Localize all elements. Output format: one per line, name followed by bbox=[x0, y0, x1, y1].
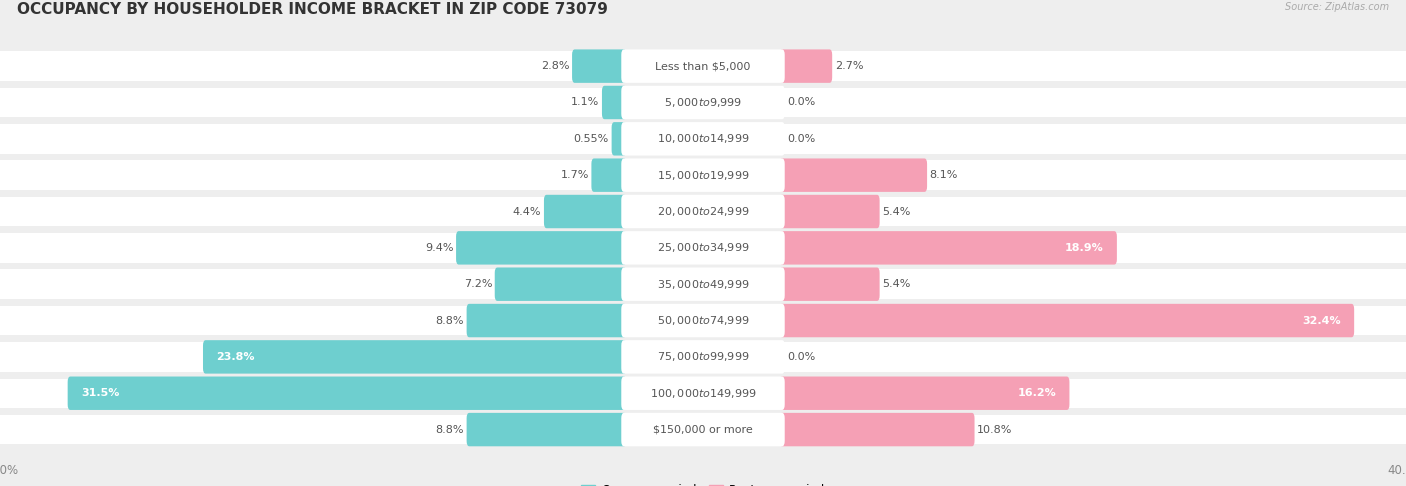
FancyBboxPatch shape bbox=[467, 413, 627, 446]
Text: $5,000 to $9,999: $5,000 to $9,999 bbox=[664, 96, 742, 109]
FancyBboxPatch shape bbox=[0, 269, 1406, 299]
FancyBboxPatch shape bbox=[202, 340, 627, 374]
FancyBboxPatch shape bbox=[621, 340, 785, 374]
FancyBboxPatch shape bbox=[0, 342, 1406, 372]
Text: 18.9%: 18.9% bbox=[1064, 243, 1104, 253]
Text: $35,000 to $49,999: $35,000 to $49,999 bbox=[657, 278, 749, 291]
FancyBboxPatch shape bbox=[621, 267, 785, 301]
Text: 8.8%: 8.8% bbox=[436, 315, 464, 326]
FancyBboxPatch shape bbox=[621, 158, 785, 192]
Text: $15,000 to $19,999: $15,000 to $19,999 bbox=[657, 169, 749, 182]
Text: 16.2%: 16.2% bbox=[1018, 388, 1056, 398]
Legend: Owner-occupied, Renter-occupied: Owner-occupied, Renter-occupied bbox=[581, 484, 825, 486]
Text: 0.0%: 0.0% bbox=[787, 98, 815, 107]
Text: 32.4%: 32.4% bbox=[1302, 315, 1341, 326]
FancyBboxPatch shape bbox=[495, 267, 627, 301]
Text: $75,000 to $99,999: $75,000 to $99,999 bbox=[657, 350, 749, 364]
FancyBboxPatch shape bbox=[779, 413, 974, 446]
Text: OCCUPANCY BY HOUSEHOLDER INCOME BRACKET IN ZIP CODE 73079: OCCUPANCY BY HOUSEHOLDER INCOME BRACKET … bbox=[17, 2, 607, 17]
FancyBboxPatch shape bbox=[779, 231, 1116, 264]
Text: $10,000 to $14,999: $10,000 to $14,999 bbox=[657, 132, 749, 145]
FancyBboxPatch shape bbox=[779, 195, 880, 228]
FancyBboxPatch shape bbox=[621, 377, 785, 410]
Text: Source: ZipAtlas.com: Source: ZipAtlas.com bbox=[1285, 2, 1389, 13]
FancyBboxPatch shape bbox=[0, 306, 1406, 335]
Text: 5.4%: 5.4% bbox=[883, 279, 911, 289]
FancyBboxPatch shape bbox=[0, 233, 1406, 262]
Text: $20,000 to $24,999: $20,000 to $24,999 bbox=[657, 205, 749, 218]
Text: 0.0%: 0.0% bbox=[787, 134, 815, 144]
FancyBboxPatch shape bbox=[572, 50, 627, 83]
Text: 5.4%: 5.4% bbox=[883, 207, 911, 217]
Text: 1.7%: 1.7% bbox=[561, 170, 589, 180]
FancyBboxPatch shape bbox=[621, 122, 785, 156]
Text: 0.55%: 0.55% bbox=[574, 134, 609, 144]
Text: 31.5%: 31.5% bbox=[82, 388, 120, 398]
FancyBboxPatch shape bbox=[0, 88, 1406, 117]
FancyBboxPatch shape bbox=[621, 86, 785, 119]
FancyBboxPatch shape bbox=[779, 267, 880, 301]
Text: 10.8%: 10.8% bbox=[977, 425, 1012, 434]
FancyBboxPatch shape bbox=[621, 195, 785, 228]
Text: 1.1%: 1.1% bbox=[571, 98, 599, 107]
FancyBboxPatch shape bbox=[621, 413, 785, 446]
FancyBboxPatch shape bbox=[621, 50, 785, 83]
FancyBboxPatch shape bbox=[456, 231, 627, 264]
FancyBboxPatch shape bbox=[67, 377, 627, 410]
FancyBboxPatch shape bbox=[779, 304, 1354, 337]
FancyBboxPatch shape bbox=[544, 195, 627, 228]
FancyBboxPatch shape bbox=[467, 304, 627, 337]
FancyBboxPatch shape bbox=[779, 377, 1070, 410]
FancyBboxPatch shape bbox=[0, 52, 1406, 81]
FancyBboxPatch shape bbox=[779, 50, 832, 83]
Text: $50,000 to $74,999: $50,000 to $74,999 bbox=[657, 314, 749, 327]
FancyBboxPatch shape bbox=[0, 379, 1406, 408]
FancyBboxPatch shape bbox=[0, 124, 1406, 154]
Text: 7.2%: 7.2% bbox=[464, 279, 492, 289]
Text: 0.0%: 0.0% bbox=[787, 352, 815, 362]
FancyBboxPatch shape bbox=[0, 160, 1406, 190]
FancyBboxPatch shape bbox=[0, 415, 1406, 444]
Text: 8.8%: 8.8% bbox=[436, 425, 464, 434]
Text: $150,000 or more: $150,000 or more bbox=[654, 425, 752, 434]
FancyBboxPatch shape bbox=[592, 158, 627, 192]
Text: 2.7%: 2.7% bbox=[835, 61, 863, 71]
FancyBboxPatch shape bbox=[612, 122, 627, 156]
Text: 9.4%: 9.4% bbox=[425, 243, 453, 253]
Text: Less than $5,000: Less than $5,000 bbox=[655, 61, 751, 71]
Text: 2.8%: 2.8% bbox=[541, 61, 569, 71]
Text: 8.1%: 8.1% bbox=[929, 170, 957, 180]
Text: $25,000 to $34,999: $25,000 to $34,999 bbox=[657, 242, 749, 254]
Text: $100,000 to $149,999: $100,000 to $149,999 bbox=[650, 387, 756, 400]
FancyBboxPatch shape bbox=[0, 197, 1406, 226]
FancyBboxPatch shape bbox=[621, 304, 785, 337]
FancyBboxPatch shape bbox=[779, 158, 927, 192]
FancyBboxPatch shape bbox=[602, 86, 627, 119]
FancyBboxPatch shape bbox=[621, 231, 785, 264]
Text: 4.4%: 4.4% bbox=[513, 207, 541, 217]
Text: 23.8%: 23.8% bbox=[217, 352, 254, 362]
